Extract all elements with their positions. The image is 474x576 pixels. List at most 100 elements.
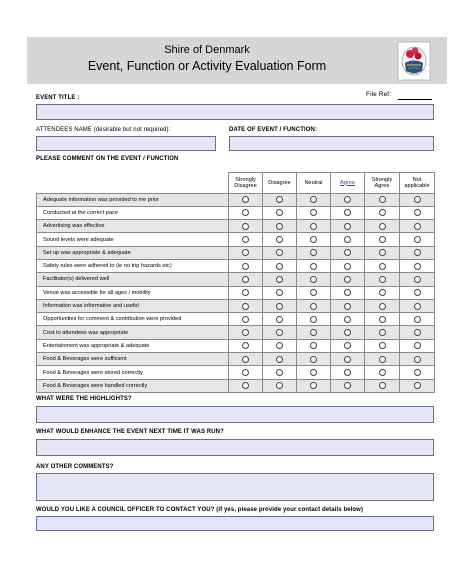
- rating-radio[interactable]: [310, 342, 317, 350]
- rating-radio[interactable]: [310, 236, 317, 244]
- rating-radio[interactable]: [378, 236, 386, 244]
- rating-cell: [364, 245, 400, 260]
- rating-radio[interactable]: [413, 236, 421, 244]
- rating-radio[interactable]: [242, 196, 249, 204]
- rating-radio[interactable]: [310, 262, 317, 270]
- rating-radio[interactable]: [413, 249, 421, 257]
- rating-radio[interactable]: [378, 275, 386, 283]
- highlights-field[interactable]: [36, 406, 434, 423]
- rating-radio[interactable]: [276, 262, 283, 270]
- rating-radio[interactable]: [310, 249, 317, 257]
- rating-radio[interactable]: [242, 329, 249, 337]
- rating-radio[interactable]: [413, 315, 421, 323]
- enhance-field[interactable]: [36, 439, 434, 456]
- rating-radio[interactable]: [413, 275, 421, 283]
- rating-radio[interactable]: [310, 382, 317, 390]
- rating-radio[interactable]: [276, 315, 283, 323]
- rating-radio[interactable]: [344, 355, 351, 363]
- rating-cell: [330, 258, 365, 274]
- attendees-field[interactable]: [36, 136, 216, 151]
- rating-radio[interactable]: [378, 222, 386, 230]
- rating-radio[interactable]: [310, 209, 317, 217]
- rating-radio[interactable]: [276, 369, 283, 376]
- rating-radio[interactable]: [310, 302, 317, 310]
- rating-radio[interactable]: [413, 262, 421, 270]
- rating-radio[interactable]: [378, 302, 386, 310]
- rating-radio[interactable]: [413, 342, 421, 350]
- rating-radio[interactable]: [413, 222, 421, 230]
- rating-radio[interactable]: [242, 275, 249, 283]
- rating-radio[interactable]: [310, 329, 317, 337]
- rating-radio[interactable]: [242, 262, 249, 270]
- rating-radio[interactable]: [344, 249, 351, 257]
- rating-radio[interactable]: [242, 236, 249, 244]
- rating-radio[interactable]: [276, 289, 283, 297]
- rating-radio[interactable]: [413, 289, 421, 297]
- rating-radio[interactable]: [310, 275, 317, 283]
- rating-radio[interactable]: [378, 196, 386, 204]
- rating-radio[interactable]: [413, 329, 421, 337]
- rating-radio[interactable]: [344, 342, 351, 350]
- rating-radio[interactable]: [310, 196, 317, 204]
- rating-radio[interactable]: [310, 355, 317, 363]
- rating-radio[interactable]: [413, 355, 421, 363]
- rating-radio[interactable]: [276, 342, 283, 350]
- rating-radio[interactable]: [344, 236, 351, 244]
- rating-radio[interactable]: [242, 209, 249, 217]
- rating-radio[interactable]: [344, 196, 351, 204]
- rating-radio[interactable]: [310, 369, 317, 376]
- rating-radio[interactable]: [378, 262, 386, 270]
- rating-radio[interactable]: [276, 249, 283, 257]
- rating-radio[interactable]: [344, 369, 351, 376]
- rating-radio[interactable]: [378, 369, 386, 376]
- rating-radio[interactable]: [242, 382, 249, 390]
- rating-radio[interactable]: [276, 355, 283, 363]
- rating-radio[interactable]: [413, 302, 421, 310]
- rating-radio[interactable]: [378, 355, 386, 363]
- rating-radio[interactable]: [344, 262, 351, 270]
- rating-radio[interactable]: [276, 209, 283, 217]
- other-comments-field[interactable]: [36, 473, 434, 501]
- rating-radio[interactable]: [276, 275, 283, 283]
- file-ref-line[interactable]: [398, 99, 432, 100]
- rating-radio[interactable]: [378, 289, 386, 297]
- rating-radio[interactable]: [344, 329, 351, 337]
- rating-radio[interactable]: [344, 275, 351, 283]
- rating-radio[interactable]: [242, 369, 249, 376]
- rating-radio[interactable]: [378, 209, 386, 217]
- rating-radio[interactable]: [242, 249, 249, 257]
- rating-radio[interactable]: [378, 382, 386, 390]
- rating-radio[interactable]: [310, 289, 317, 297]
- rating-radio[interactable]: [378, 342, 386, 350]
- rating-radio[interactable]: [276, 236, 283, 244]
- rating-radio[interactable]: [344, 382, 351, 390]
- rating-radio[interactable]: [276, 196, 283, 204]
- rating-radio[interactable]: [378, 315, 386, 323]
- rating-radio[interactable]: [276, 302, 283, 310]
- rating-radio[interactable]: [413, 369, 421, 376]
- rating-radio[interactable]: [344, 302, 351, 310]
- rating-radio[interactable]: [310, 222, 317, 230]
- rating-radio[interactable]: [344, 222, 351, 230]
- rating-radio[interactable]: [242, 302, 249, 310]
- event-title-field[interactable]: [36, 104, 434, 120]
- rating-radio[interactable]: [413, 196, 421, 204]
- rating-radio[interactable]: [276, 382, 283, 390]
- rating-radio[interactable]: [242, 289, 249, 297]
- date-field[interactable]: [229, 136, 434, 151]
- rating-radio[interactable]: [344, 289, 351, 297]
- rating-radio[interactable]: [242, 315, 249, 323]
- rating-radio[interactable]: [378, 329, 386, 337]
- rating-radio[interactable]: [413, 382, 421, 390]
- rating-radio[interactable]: [378, 249, 386, 257]
- rating-radio[interactable]: [242, 342, 249, 350]
- contact-field[interactable]: [36, 516, 434, 531]
- rating-radio[interactable]: [413, 209, 421, 217]
- rating-radio[interactable]: [344, 209, 351, 217]
- rating-radio[interactable]: [310, 315, 317, 323]
- rating-radio[interactable]: [276, 222, 283, 230]
- rating-radio[interactable]: [276, 329, 283, 337]
- rating-radio[interactable]: [344, 315, 351, 323]
- rating-radio[interactable]: [242, 355, 249, 363]
- rating-radio[interactable]: [242, 222, 249, 230]
